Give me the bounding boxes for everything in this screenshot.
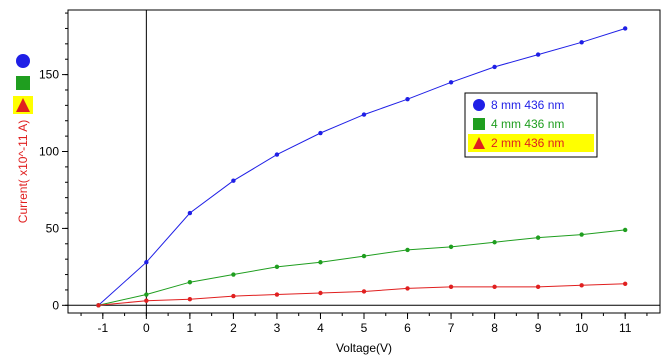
x-tick-label: 4 — [317, 321, 324, 335]
data-point — [231, 178, 236, 183]
y-axis-series-markers — [13, 54, 33, 114]
data-point — [405, 247, 410, 253]
data-point — [187, 296, 193, 302]
y-axis-title: Current( x10^-11 A) — [16, 120, 30, 223]
square-marker — [16, 76, 30, 90]
y-tick-label: 150 — [39, 68, 59, 82]
data-point — [535, 235, 541, 240]
data-point — [144, 292, 149, 297]
data-point — [535, 52, 541, 57]
data-point — [144, 260, 149, 265]
x-tick-label: 9 — [535, 321, 542, 335]
legend-highlight — [468, 134, 594, 152]
data-point — [492, 284, 497, 290]
x-tick-label: 5 — [361, 321, 368, 335]
data-point — [231, 293, 236, 299]
triangle-marker — [16, 98, 30, 112]
y-tick-label: 0 — [52, 298, 59, 312]
legend-triangle-marker — [473, 137, 485, 149]
legend-label: 8 mm 436 nm — [491, 98, 564, 112]
data-point — [361, 112, 367, 117]
data-point — [622, 26, 628, 31]
data-point — [274, 152, 280, 157]
data-point — [492, 64, 497, 70]
x-tick-label: 7 — [448, 321, 455, 335]
data-point — [361, 289, 367, 294]
data-point — [318, 130, 323, 136]
circle-marker — [16, 54, 30, 68]
x-tick-label: 8 — [491, 321, 498, 335]
data-point — [318, 260, 323, 265]
legend-square-marker — [473, 118, 485, 130]
x-tick-label: 1 — [187, 321, 194, 335]
data-point — [492, 240, 497, 245]
legend-label: 2 mm 436 nm — [491, 136, 564, 150]
x-tick-label: 11 — [619, 321, 632, 335]
y-tick-label: 100 — [39, 145, 59, 159]
data-point — [231, 272, 236, 277]
data-point — [187, 280, 193, 285]
data-point — [96, 303, 101, 308]
x-tick-label: 10 — [575, 321, 589, 335]
data-point — [144, 298, 149, 303]
data-point — [405, 286, 410, 291]
data-point — [448, 80, 454, 85]
legend: 8 mm 436 nm 4 mm 436 nm 2 mm 436 nm — [464, 92, 598, 158]
x-tick-label: 3 — [274, 321, 281, 335]
plot-frame — [67, 9, 661, 314]
legend-label: 4 mm 436 nm — [491, 117, 564, 131]
data-point — [579, 232, 584, 237]
x-tick-label: 2 — [230, 321, 237, 335]
series-layer — [96, 26, 628, 308]
legend-circle-marker — [473, 99, 485, 111]
data-point — [579, 283, 584, 288]
data-point — [187, 210, 193, 216]
x-tick-label: 6 — [404, 321, 411, 335]
data-point — [274, 264, 280, 270]
x-axis-title: Voltage(V) — [336, 341, 392, 355]
data-point — [318, 290, 323, 296]
data-point — [579, 40, 584, 45]
data-point — [535, 284, 541, 290]
data-point — [622, 281, 628, 286]
data-point — [405, 97, 410, 102]
data-point — [448, 244, 454, 250]
data-point — [622, 227, 628, 233]
data-point — [274, 292, 280, 297]
y-tick-label: 50 — [46, 221, 60, 235]
x-tick-label: 0 — [143, 321, 150, 335]
x-tick-label: -1 — [97, 321, 108, 335]
axes-layer: -1 0 1 2 3 4 5 6 7 8 9 10 11 0 50 100 150 — [39, 10, 660, 335]
data-point — [448, 284, 454, 290]
data-point — [361, 253, 367, 259]
